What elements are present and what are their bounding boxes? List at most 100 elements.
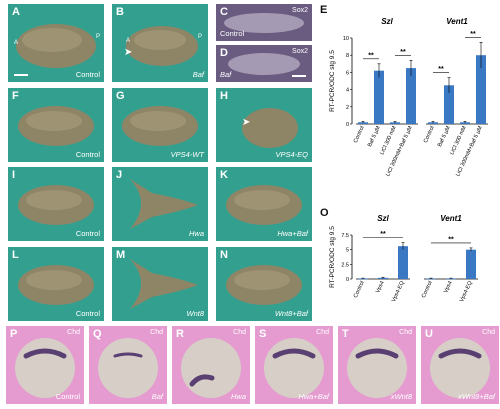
x-tick-label: Control [353,125,366,144]
stain-tag: Chd [399,329,412,336]
panel-caption: VPS4-EQ [275,150,308,159]
panel-h: H VPS4-EQ ➤ [216,88,312,162]
chart-e: E 0 2 4 6 8 10 RT-PCR/ODC stg 9.5 Szl Control Baf… [318,2,498,182]
panel-label: M [116,249,126,261]
panel-label: U [425,328,433,340]
panel-r: R Chd Hwa [172,326,250,404]
panel-label: S [259,328,267,340]
panel-caption: VPS4-WT [170,150,204,159]
embryo-image [430,338,490,398]
embryo-image [228,53,300,75]
panel-m: M Wnt8 [112,247,208,321]
sig-label: ** [380,231,386,238]
bar [406,68,416,124]
stain-tag: Chd [150,329,163,336]
group-title: Vent1 [440,214,462,223]
bar [446,278,456,280]
x-tick-label: Baf 5 µM [437,125,452,148]
panel-p: P Chd Control [6,326,84,404]
panel-caption: Wnt8+Baf [274,309,308,318]
chart-o: O 0 2.5 5 7.5 RT-PCR/ODC stg 9.5 Szl Control Vp… [318,205,498,317]
bar [444,85,454,124]
y-tick-label: 0 [346,122,349,128]
y-tick-label: 0 [346,277,349,283]
y-tick-label: 2 [346,105,349,111]
x-tick-label: LiCl 300 mM [379,125,398,156]
embryo-image [122,106,198,146]
panel-caption: Hwa+Baf [298,392,329,401]
panel-c: C Sox2 Control [216,4,312,41]
embryo-image [15,338,75,398]
group-title: Szl [377,214,389,223]
panel-i: I Control [8,167,104,241]
panel-n: N Wnt8+Baf [216,247,312,321]
panel-u: U Chd xWnt8+Baf [421,326,499,404]
panel-j: J Hwa [112,167,208,241]
y-tick-label: 5 [346,248,349,254]
panel-a: A A P Control [8,4,104,82]
x-tick-label: LiCl 300 mM [449,125,468,156]
panel-caption: Hwa [188,229,204,238]
bar [374,70,384,124]
y-tick-label: 2.5 [341,262,349,268]
embryo-image [98,338,158,398]
x-tick-label: Vps4 [443,280,454,294]
panel-label: P [10,328,18,340]
panel-caption: xWnt8 [390,392,412,401]
stain-tag: Sox2 [292,48,308,55]
embryo-image [226,265,302,305]
chart-o-svg: 0 2.5 5 7.5 RT-PCR/ODC stg 9.5 Szl Control Vps4… [329,214,478,303]
panel-caption: Baf [151,392,163,401]
anterior-label: A [14,40,19,46]
panel-label: Q [93,328,102,340]
bar [466,249,476,279]
embryo-image [130,179,198,229]
panel-caption: Control [75,309,100,318]
y-tick-label: 8 [346,53,349,59]
y-tick-label: 7.5 [341,233,349,239]
panel-caption: Baf [220,70,232,79]
y-tick-label: 10 [343,36,349,42]
panel-label: L [12,249,19,261]
y-axis-label: RT-PCR/ODC stg 9.5 [329,50,336,112]
panel-b: B A P ➤ Baf [112,4,208,82]
panel-label: C [220,6,228,18]
posterior-label: P [95,34,100,40]
embryo-image [126,26,198,66]
group-title: Szl [381,17,393,26]
panel-caption: Wnt8 [186,309,204,318]
panel-label: O [320,207,329,219]
panel-label: N [220,249,228,261]
panel-k: K Hwa+Baf [216,167,312,241]
sig-label: ** [400,49,406,56]
x-tick-label: Baf 5 µM [367,125,382,148]
panel-caption: Hwa+Baf [277,229,308,238]
embryo-image [264,338,324,398]
scale-bar [14,74,28,76]
panel-label: E [320,4,328,16]
posterior-label: P [197,34,202,40]
embryo-image [18,106,94,146]
panel-q: Q Chd Baf [89,326,167,404]
embryo-image [224,13,304,33]
panel-label: T [342,328,349,340]
panel-caption: xWnt8+Baf [458,392,495,401]
embryo-image [18,265,94,305]
anterior-label: A [126,38,131,44]
x-tick-label: Vps4 [375,280,386,294]
panel-label: R [176,328,184,340]
scale-bar [292,75,306,77]
panel-label: H [220,90,228,102]
y-tick-label: 4 [346,88,349,94]
x-tick-label: Vps4-EQ [391,280,406,303]
panel-label: J [116,169,123,181]
stain-tag: Sox2 [292,7,308,14]
stain-tag: Chd [482,329,495,336]
panel-label: B [116,6,124,18]
panel-g: G VPS4-WT [112,88,208,162]
panel-caption: Hwa [230,392,246,401]
panel-label: F [12,90,19,102]
panel-label: K [220,169,228,181]
panel-d: D Sox2 Baf [216,45,312,82]
